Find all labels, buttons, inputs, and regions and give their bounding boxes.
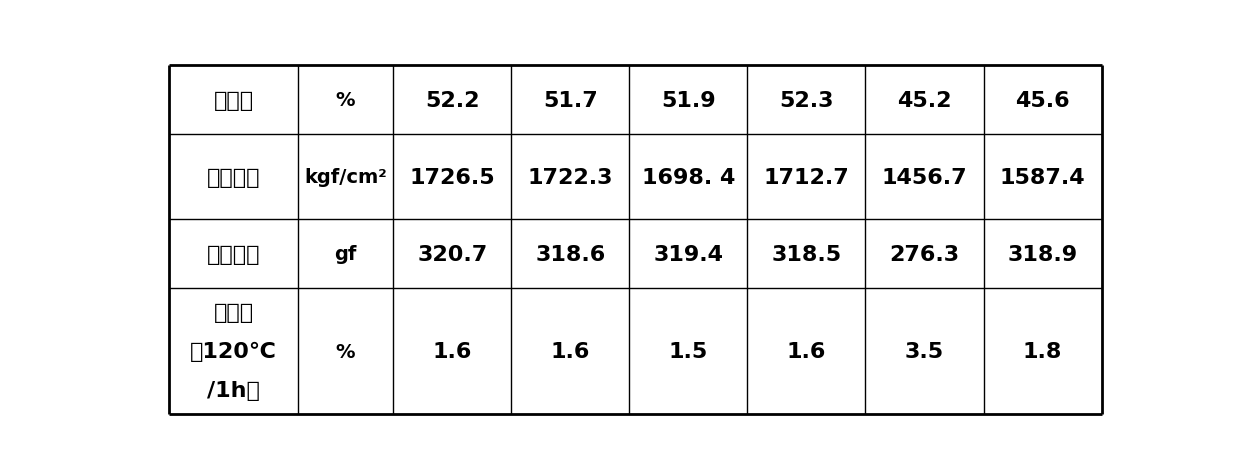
Text: 热收缩
（120℃
/1h）: 热收缩 （120℃ /1h）: [190, 302, 277, 401]
Text: 1.5: 1.5: [668, 341, 708, 361]
Text: 1712.7: 1712.7: [764, 167, 849, 187]
Text: 1456.7: 1456.7: [882, 167, 967, 187]
Text: 1.6: 1.6: [551, 341, 590, 361]
Text: 1.6: 1.6: [786, 341, 826, 361]
Text: 3.5: 3.5: [905, 341, 944, 361]
Text: 1587.4: 1587.4: [999, 167, 1085, 187]
Text: 1726.5: 1726.5: [409, 167, 495, 187]
Text: 318.5: 318.5: [771, 244, 842, 264]
Text: 52.2: 52.2: [425, 90, 480, 110]
Text: 孔隙率: 孔隙率: [213, 90, 254, 110]
Text: 319.4: 319.4: [653, 244, 723, 264]
Text: 320.7: 320.7: [417, 244, 487, 264]
Text: 1722.3: 1722.3: [527, 167, 613, 187]
Text: kgf/cm²: kgf/cm²: [304, 168, 387, 187]
Text: 318.6: 318.6: [536, 244, 605, 264]
Text: 1.8: 1.8: [1023, 341, 1063, 361]
Text: 276.3: 276.3: [889, 244, 960, 264]
Text: 52.3: 52.3: [779, 90, 833, 110]
Text: 拉伸强度: 拉伸强度: [207, 167, 260, 187]
Text: 51.9: 51.9: [661, 90, 715, 110]
Text: 318.9: 318.9: [1007, 244, 1078, 264]
Text: %: %: [336, 91, 356, 110]
Text: %: %: [336, 342, 356, 361]
Text: 45.6: 45.6: [1016, 90, 1070, 110]
Text: 45.2: 45.2: [898, 90, 952, 110]
Text: 穿刺强度: 穿刺强度: [207, 244, 260, 264]
Text: 1698. 4: 1698. 4: [641, 167, 735, 187]
Text: 1.6: 1.6: [433, 341, 472, 361]
Text: 51.7: 51.7: [543, 90, 598, 110]
Text: gf: gf: [335, 245, 357, 264]
